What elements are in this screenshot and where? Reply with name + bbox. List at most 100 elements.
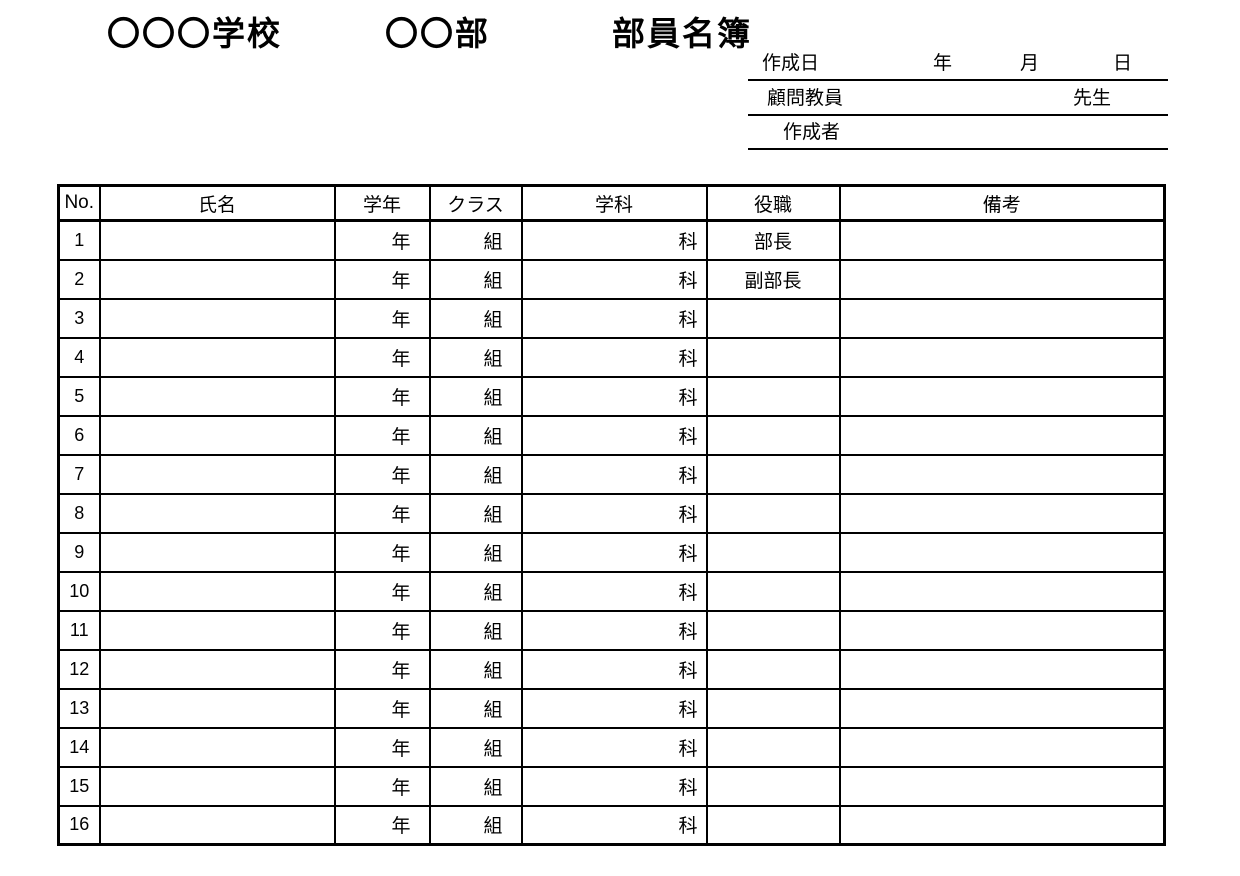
cell-department-suffix: 科: [520, 804, 708, 846]
cell-department-suffix: 科: [520, 375, 708, 417]
cell-department-suffix: 科: [520, 531, 708, 573]
table-row: 2 年組科副部長: [57, 258, 1166, 300]
cell-notes: [838, 375, 1166, 417]
cell-grade-suffix: 年: [333, 297, 431, 339]
cell-role: 副部長: [705, 258, 841, 300]
cell-grade-suffix: 年: [333, 336, 431, 378]
info-row-advisor: 顧問教員 先生: [748, 81, 1168, 116]
header-class: クラス: [428, 184, 523, 222]
cell-role: [705, 687, 841, 729]
cell-department-suffix: 科: [520, 336, 708, 378]
cell-no: 3: [57, 297, 101, 339]
roster-table-body: 1 年組科部長 2 年組科副部長 3 年組科 4 年組科 5 年組科 6 年組科 7 年組科 8 年組科 9 年組…: [57, 219, 1166, 846]
table-row: 13 年組科: [57, 687, 1166, 729]
club-name: 〇〇部: [385, 15, 490, 52]
roster-table-header: No. 氏名 学年 クラス 学科 役職 備考: [57, 184, 1166, 222]
cell-no: 1: [57, 219, 101, 261]
teacher-suffix: 先生: [1073, 88, 1112, 109]
cell-class-suffix: 組: [428, 492, 523, 534]
cell-role: [705, 726, 841, 768]
cell-department-suffix: 科: [520, 570, 708, 612]
cell-no: 15: [57, 765, 101, 807]
cell-no: 16: [57, 804, 101, 846]
cell-department-suffix: 科: [520, 765, 708, 807]
cell-grade-suffix: 年: [333, 687, 431, 729]
cell-no: 12: [57, 648, 101, 690]
cell-name: [98, 453, 336, 495]
cell-class-suffix: 組: [428, 726, 523, 768]
cell-class-suffix: 組: [428, 687, 523, 729]
info-row-created-date: 作成日 年 月 日: [748, 47, 1168, 81]
day-suffix: 日: [1113, 53, 1133, 74]
roster-table: No. 氏名 学年 クラス 学科 役職 備考 1 年組科部長 2 年組科副部長 3 年組科…: [57, 184, 1166, 846]
cell-notes: [838, 531, 1166, 573]
cell-class-suffix: 組: [428, 414, 523, 456]
cell-class-suffix: 組: [428, 375, 523, 417]
cell-notes: [838, 336, 1166, 378]
cell-department-suffix: 科: [520, 726, 708, 768]
cell-class-suffix: 組: [428, 765, 523, 807]
table-row: 6 年組科: [57, 414, 1166, 456]
cell-name: [98, 414, 336, 456]
cell-notes: [838, 687, 1166, 729]
cell-notes: [838, 414, 1166, 456]
cell-no: 7: [57, 453, 101, 495]
cell-name: [98, 726, 336, 768]
cell-notes: [838, 453, 1166, 495]
cell-no: 6: [57, 414, 101, 456]
cell-notes: [838, 297, 1166, 339]
author-label: 作成者: [783, 122, 841, 143]
month-suffix: 月: [1020, 53, 1040, 74]
cell-notes: [838, 570, 1166, 612]
cell-grade-suffix: 年: [333, 531, 431, 573]
cell-class-suffix: 組: [428, 258, 523, 300]
table-row: 16 年組科: [57, 804, 1166, 846]
cell-class-suffix: 組: [428, 609, 523, 651]
cell-notes: [838, 726, 1166, 768]
cell-department-suffix: 科: [520, 453, 708, 495]
cell-name: [98, 648, 336, 690]
cell-no: 5: [57, 375, 101, 417]
header-grade: 学年: [333, 184, 431, 222]
header-name: 氏名: [98, 184, 336, 222]
cell-department-suffix: 科: [520, 492, 708, 534]
cell-grade-suffix: 年: [333, 648, 431, 690]
cell-department-suffix: 科: [520, 648, 708, 690]
cell-name: [98, 687, 336, 729]
cell-grade-suffix: 年: [333, 219, 431, 261]
cell-no: 9: [57, 531, 101, 573]
table-row: 5 年組科: [57, 375, 1166, 417]
table-row: 1 年組科部長: [57, 219, 1166, 261]
header-department: 学科: [520, 184, 708, 222]
document-title: 〇〇〇学校 〇〇部 部員名簿: [0, 7, 1240, 52]
cell-role: [705, 375, 841, 417]
cell-notes: [838, 648, 1166, 690]
table-row: 3 年組科: [57, 297, 1166, 339]
cell-grade-suffix: 年: [333, 258, 431, 300]
cell-name: [98, 531, 336, 573]
cell-role: [705, 531, 841, 573]
cell-role: [705, 765, 841, 807]
cell-department-suffix: 科: [520, 258, 708, 300]
document-type-title: 部員名簿: [612, 15, 752, 52]
cell-no: 11: [57, 609, 101, 651]
cell-role: [705, 570, 841, 612]
table-row: 11 年組科: [57, 609, 1166, 651]
cell-no: 10: [57, 570, 101, 612]
cell-notes: [838, 258, 1166, 300]
cell-notes: [838, 492, 1166, 534]
cell-role: [705, 609, 841, 651]
cell-grade-suffix: 年: [333, 609, 431, 651]
cell-class-suffix: 組: [428, 336, 523, 378]
cell-department-suffix: 科: [520, 297, 708, 339]
cell-grade-suffix: 年: [333, 765, 431, 807]
header-row: No. 氏名 学年 クラス 学科 役職 備考: [57, 184, 1166, 222]
cell-role: [705, 648, 841, 690]
table-row: 4 年組科: [57, 336, 1166, 378]
cell-notes: [838, 804, 1166, 846]
cell-name: [98, 804, 336, 846]
cell-grade-suffix: 年: [333, 804, 431, 846]
cell-department-suffix: 科: [520, 609, 708, 651]
cell-no: 8: [57, 492, 101, 534]
